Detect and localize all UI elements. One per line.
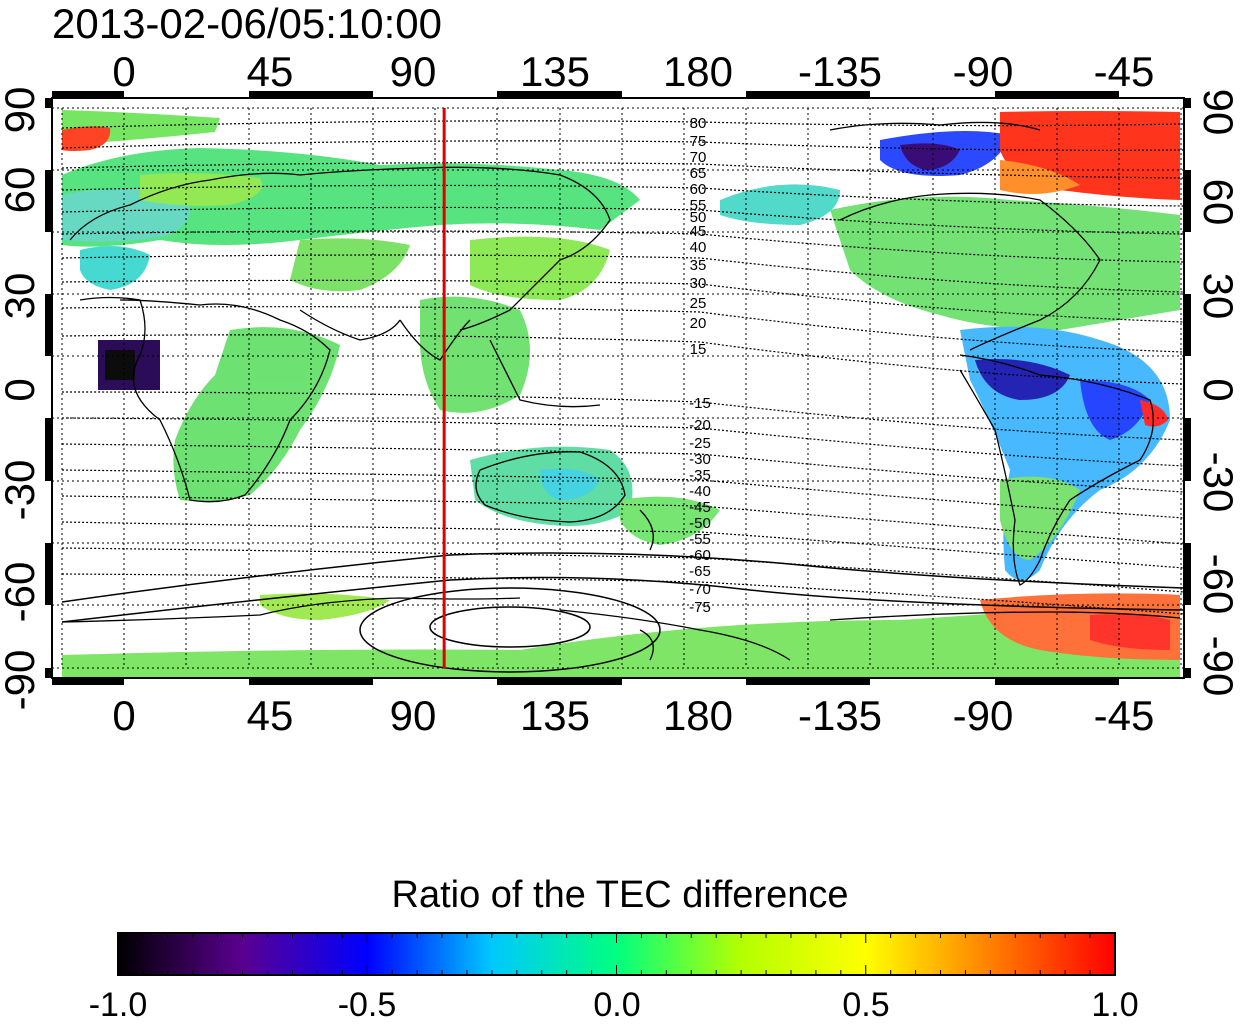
southern-magnetic-pole-contours bbox=[61, 552, 1184, 673]
lon-label-top: 180 bbox=[663, 48, 733, 95]
colorbar-tick-label: 0.0 bbox=[593, 986, 640, 1024]
lon-label-bottom: -45 bbox=[1094, 692, 1155, 739]
map-timestamp: 2013-02-06/05:10:00 bbox=[52, 0, 442, 47]
contour-label: -20 bbox=[689, 417, 711, 434]
lat-label-right: 60 bbox=[1195, 179, 1240, 226]
contour-label: 70 bbox=[690, 149, 707, 166]
contour-label: 55 bbox=[690, 197, 707, 214]
map-border-bars bbox=[45, 91, 1191, 685]
contour-label: -25 bbox=[689, 435, 711, 452]
contour-label: 50 bbox=[690, 209, 707, 226]
lat-label-left: 60 bbox=[0, 167, 43, 214]
lat-label-right: 90 bbox=[1195, 89, 1240, 136]
lon-label-bottom: 90 bbox=[390, 692, 437, 739]
map-graticule bbox=[52, 107, 1184, 669]
lon-label-top: 90 bbox=[390, 48, 437, 95]
contour-label: 45 bbox=[690, 223, 707, 240]
latitude-labels-left: 90 60 30 0 -30 -60 -90 bbox=[0, 87, 43, 711]
colorbar-tick-labels: -1.0 -0.5 0.0 0.5 1.0 bbox=[89, 986, 1139, 1024]
contour-label: 25 bbox=[690, 295, 707, 312]
lat-label-left: 90 bbox=[0, 87, 43, 134]
contour-label: -75 bbox=[689, 599, 711, 616]
contour-label: 20 bbox=[690, 315, 707, 332]
contour-labels-north: 80 75 70 65 60 55 50 45 40 35 30 25 20 1… bbox=[690, 115, 707, 358]
lat-label-left: -60 bbox=[0, 562, 43, 623]
lat-label-right: 0 bbox=[1195, 378, 1240, 401]
contour-label: 40 bbox=[690, 239, 707, 256]
colorbar-gradient bbox=[117, 932, 1116, 976]
latitude-labels-right: 90 60 30 0 -30 -60 -90 bbox=[1195, 89, 1240, 697]
lon-label-bottom: 0 bbox=[112, 692, 135, 739]
lon-label-bottom: -90 bbox=[953, 692, 1014, 739]
contour-label: -70 bbox=[689, 581, 711, 598]
contour-label: -15 bbox=[689, 395, 711, 412]
lon-label-bottom: 180 bbox=[663, 692, 733, 739]
contour-label: -35 bbox=[689, 467, 711, 484]
lon-label-bottom: 135 bbox=[520, 692, 590, 739]
colorbar-tick-label: 0.5 bbox=[842, 986, 889, 1024]
lon-label-top: 135 bbox=[520, 48, 590, 95]
lon-label-bottom: -135 bbox=[798, 692, 882, 739]
contour-label: 65 bbox=[690, 165, 707, 182]
colorbar-tick-label: -1.0 bbox=[89, 986, 148, 1024]
lon-label-top: -135 bbox=[798, 48, 882, 95]
lat-label-right: -90 bbox=[1195, 636, 1240, 697]
contour-label: -55 bbox=[689, 531, 711, 548]
lat-label-left: -90 bbox=[0, 650, 43, 711]
lat-label-right: -60 bbox=[1195, 554, 1240, 615]
lon-label-top: -90 bbox=[953, 48, 1014, 95]
contour-label: 60 bbox=[690, 181, 707, 198]
contour-label: 30 bbox=[690, 275, 707, 292]
lon-label-bottom: 45 bbox=[247, 692, 294, 739]
contour-label: -30 bbox=[689, 451, 711, 468]
contour-label: 75 bbox=[690, 133, 707, 150]
contour-label: -65 bbox=[689, 563, 711, 580]
coastlines bbox=[61, 121, 1181, 661]
lon-label-top: -45 bbox=[1094, 48, 1155, 95]
lat-label-right: 30 bbox=[1195, 273, 1240, 320]
contour-label: -45 bbox=[689, 499, 711, 516]
lat-label-left: -30 bbox=[0, 460, 43, 521]
colorbar-ticks bbox=[142, 933, 1091, 975]
tec-map: 0 45 90 135 180 -135 -90 -45 0 45 90 135… bbox=[0, 48, 1240, 739]
contour-label: -40 bbox=[689, 483, 711, 500]
contour-label: -50 bbox=[689, 515, 711, 532]
contour-label: -60 bbox=[689, 547, 711, 564]
colorbar-tick-label: 1.0 bbox=[1091, 986, 1138, 1024]
contour-label: 80 bbox=[690, 115, 707, 132]
longitude-labels-bottom: 0 45 90 135 180 -135 -90 -45 bbox=[112, 692, 1154, 739]
contour-label: 35 bbox=[690, 257, 707, 274]
lat-label-left: 0 bbox=[0, 378, 43, 401]
lat-label-left: 30 bbox=[0, 273, 43, 320]
longitude-labels-top: 0 45 90 135 180 -135 -90 -45 bbox=[112, 48, 1154, 95]
contour-label: 15 bbox=[690, 341, 707, 358]
contour-labels-south: -15 -20 -25 -30 -35 -40 -45 -50 -55 -60 … bbox=[689, 395, 711, 616]
lat-label-right: -30 bbox=[1195, 452, 1240, 513]
lon-label-top: 45 bbox=[247, 48, 294, 95]
lon-label-top: 0 bbox=[112, 48, 135, 95]
colorbar-title: Ratio of the TEC difference bbox=[391, 874, 849, 916]
colorbar-tick-label: -0.5 bbox=[338, 986, 397, 1024]
